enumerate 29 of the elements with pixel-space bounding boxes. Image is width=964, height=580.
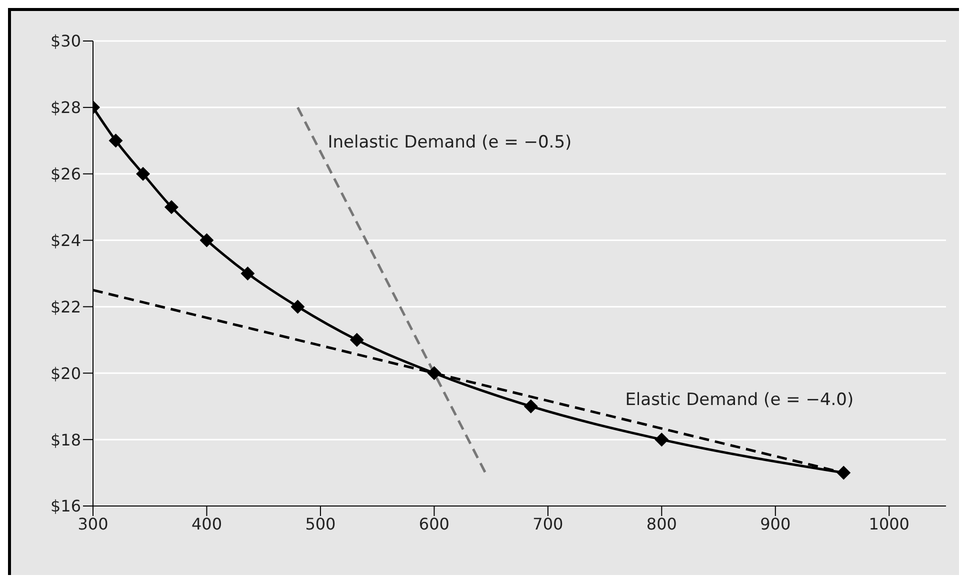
x-tick-label: 500 xyxy=(305,514,336,534)
y-tick-label: $22 xyxy=(50,297,81,316)
point xyxy=(136,166,150,181)
y-tick-label: $18 xyxy=(50,430,81,450)
y-tick-label: $20 xyxy=(50,364,81,383)
point xyxy=(350,332,364,347)
series-label: Inelastic Demand (e = −0.5) xyxy=(328,132,572,152)
point xyxy=(290,300,305,314)
point xyxy=(524,399,538,414)
y-tick-label: $16 xyxy=(50,496,81,516)
x-tick-label: 600 xyxy=(418,514,450,534)
point xyxy=(164,200,178,214)
x-tick-label: 800 xyxy=(646,514,677,534)
point xyxy=(108,134,123,148)
point xyxy=(240,266,255,280)
y-tick-label: $28 xyxy=(50,98,81,118)
point xyxy=(654,432,669,447)
y-tick-label: $24 xyxy=(50,230,81,250)
point xyxy=(200,233,214,248)
y-tick-label: $26 xyxy=(50,164,81,184)
y-tick-label: $30 xyxy=(50,32,81,51)
series-label: Elastic Demand (e = −4.0) xyxy=(625,390,854,410)
x-tick-label: 900 xyxy=(760,514,791,534)
x-tick-label: 300 xyxy=(78,514,108,534)
x-tick-label: 400 xyxy=(191,514,222,534)
x-tick-label: 700 xyxy=(532,514,564,534)
point xyxy=(427,366,442,380)
x-tick-label: 1000 xyxy=(868,514,910,534)
point xyxy=(836,466,851,480)
